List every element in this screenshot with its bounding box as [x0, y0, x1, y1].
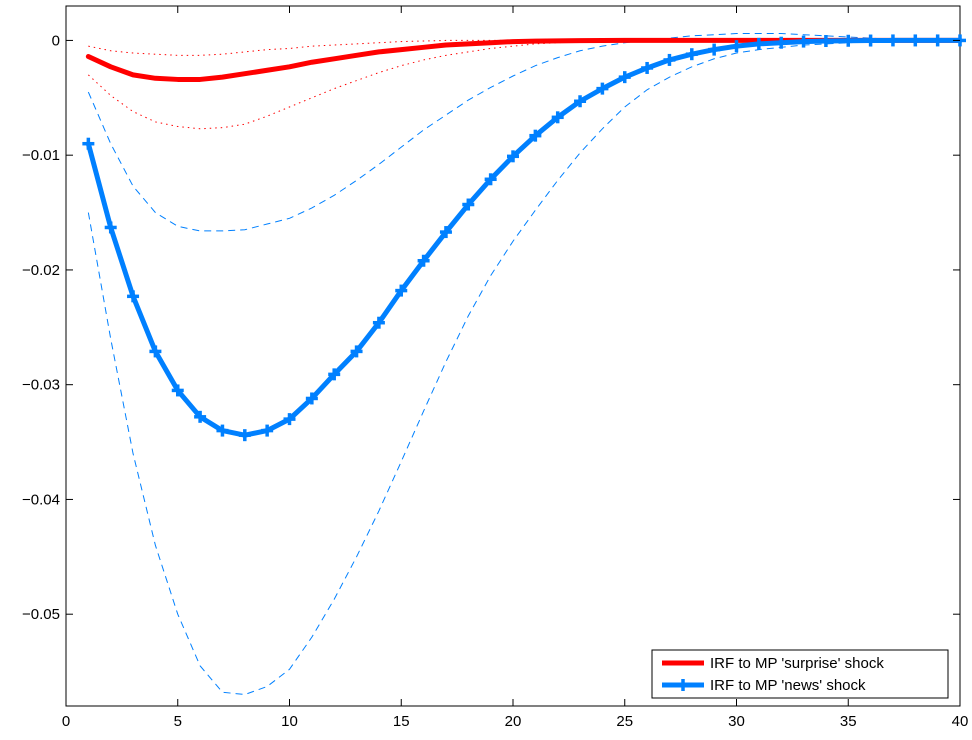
plot-area: 0 5 10 15 20 25 30 35 40 0 −0.01 −0.02 −0.03 −0.04 −0… [22, 5, 969, 730]
series-point [149, 345, 162, 358]
series-point [350, 345, 363, 358]
y-tick-label: −0.05 [22, 606, 60, 623]
x-tick-label: 30 [728, 713, 745, 730]
series-point [819, 35, 832, 47]
legend-label-surprise: IRF to MP 'surprise' shock [710, 655, 884, 672]
band-upper-line [87, 33, 960, 232]
confidence-bands [87, 33, 960, 696]
legend: IRF to MP 'surprise' shock IRF to MP 'ne… [651, 649, 949, 699]
x-tick-label: 40 [952, 713, 969, 730]
series-point [842, 34, 855, 47]
series-point [663, 53, 676, 66]
x-tick-label: 20 [505, 713, 522, 730]
band-lower-line [87, 39, 960, 696]
series-point [529, 129, 542, 142]
series-point [305, 392, 318, 405]
series-point [462, 198, 475, 211]
series-point [909, 34, 922, 47]
series-point [216, 424, 229, 437]
x-tick-label: 0 [62, 713, 70, 730]
x-tick-label: 5 [174, 713, 182, 730]
series-point [596, 82, 609, 95]
series-lines [85, 37, 963, 438]
legend-marker-news [677, 679, 689, 691]
x-tick-label: 25 [616, 713, 633, 730]
series-point [104, 221, 117, 234]
series-point [886, 34, 899, 47]
series-point [775, 36, 788, 49]
series-point [574, 95, 587, 108]
band-lower-line [88, 39, 960, 130]
series-point [752, 37, 765, 50]
axes-box [65, 5, 961, 707]
legend-label-news: IRF to MP 'news' shock [710, 677, 866, 694]
series-point [127, 290, 140, 303]
x-tick-label: 15 [393, 713, 410, 730]
series-point [283, 413, 296, 426]
y-tick-label: −0.03 [22, 377, 60, 394]
series-point [395, 284, 408, 297]
series-point [618, 71, 631, 84]
series-point [551, 111, 564, 124]
y-tick-label: −0.02 [22, 262, 60, 279]
series-point [864, 34, 877, 47]
series-point [931, 34, 944, 47]
series-point [685, 48, 698, 61]
series-point [708, 43, 721, 56]
x-tick-label: 35 [840, 713, 857, 730]
x-tick-label: 10 [281, 713, 298, 730]
series-point [238, 429, 251, 442]
series-point [82, 137, 95, 150]
series-point [439, 226, 452, 239]
series-point [730, 40, 743, 53]
series-point [507, 150, 519, 163]
series-point [797, 35, 810, 48]
y-tick-label: −0.04 [22, 491, 60, 508]
series-point [328, 368, 341, 381]
series-point [417, 254, 430, 267]
x-axis-ticks: 0 5 10 15 20 25 30 35 40 [62, 6, 969, 730]
series-point [641, 61, 654, 74]
series-point [484, 173, 497, 186]
series-point [171, 384, 184, 397]
legend-plus-marker [677, 679, 689, 691]
y-tick-label: −0.01 [22, 147, 60, 164]
series-markers [82, 34, 966, 442]
legend-box [651, 649, 949, 699]
series-point [372, 316, 385, 329]
series-point [194, 410, 207, 423]
y-axis-ticks: 0 −0.01 −0.02 −0.03 −0.04 −0.05 [22, 32, 960, 623]
series-point [261, 424, 274, 437]
series-line-1 [85, 37, 963, 438]
series-line-0 [85, 37, 963, 82]
y-tick-label: 0 [52, 32, 60, 49]
